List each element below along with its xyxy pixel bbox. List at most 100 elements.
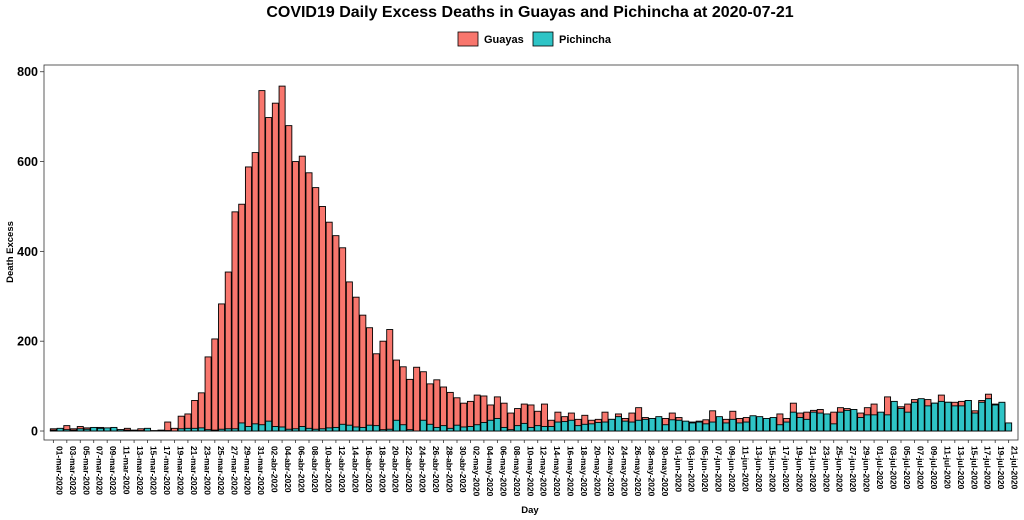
bar-pichincha <box>877 411 885 432</box>
bar-pichincha <box>614 416 622 432</box>
bar-guayas <box>130 429 138 432</box>
bar-guayas <box>271 102 279 432</box>
bar-pichincha <box>540 426 548 432</box>
x-tick-label: 19-mar-2020 <box>175 446 185 495</box>
bar-pichincha <box>547 426 555 432</box>
bar-pichincha <box>453 424 461 432</box>
bar-guayas <box>244 166 252 432</box>
bar-pichincha <box>345 424 353 432</box>
bar-guayas <box>312 187 320 432</box>
x-tick-label: 11-jul-2020 <box>942 446 952 489</box>
x-tick-label: 08-may-2020 <box>512 446 522 497</box>
bar-pichincha <box>527 426 535 432</box>
x-tick-label: 23-jun-2020 <box>821 446 831 492</box>
bar-pichincha <box>729 418 737 432</box>
bar-guayas <box>507 412 515 432</box>
bar-pichincha <box>574 425 582 432</box>
bar-guayas <box>197 392 205 432</box>
bar-pichincha <box>628 421 636 432</box>
bar-pichincha <box>890 400 898 432</box>
x-tick-label: 06-may-2020 <box>498 446 508 497</box>
x-tick-label: 12-may-2020 <box>539 446 549 497</box>
bar-pichincha <box>473 424 481 432</box>
y-tick-label: 200 <box>17 335 38 349</box>
bar-pichincha <box>440 425 448 432</box>
x-tick-label: 11-mar-2020 <box>122 446 132 495</box>
x-tick-label: 29-jun-2020 <box>862 446 872 492</box>
y-tick-label: 600 <box>17 155 38 169</box>
x-tick-label: 21-jun-2020 <box>808 446 818 492</box>
x-tick-label: 22-abr-2020 <box>404 446 414 493</box>
x-tick-label: 18-may-2020 <box>579 446 589 497</box>
bar-pichincha <box>662 424 670 432</box>
x-tick-label: 18-abr-2020 <box>377 446 387 493</box>
bar-pichincha <box>917 398 925 432</box>
bar-pichincha <box>359 426 367 432</box>
x-tick-label: 21-jul-2020 <box>1010 446 1020 490</box>
bar-pichincha <box>850 409 858 432</box>
x-tick-label: 25-jun-2020 <box>835 446 845 492</box>
bar-guayas <box>157 429 165 432</box>
bar-pichincha <box>843 409 851 432</box>
bar-pichincha <box>191 427 199 432</box>
bar-guayas <box>258 90 266 432</box>
x-tick-label: 15-jul-2020 <box>969 446 979 490</box>
bar-pichincha <box>514 425 522 432</box>
bar-pichincha <box>816 412 824 432</box>
bar-pichincha <box>810 411 818 432</box>
bar-guayas <box>278 85 286 432</box>
bar-pichincha <box>984 398 992 432</box>
bar-pichincha <box>783 421 791 432</box>
bar-pichincha <box>379 429 387 432</box>
bar-pichincha <box>722 422 730 432</box>
x-tick-label: 05-jun-2020 <box>700 446 710 492</box>
bar-pichincha <box>769 417 777 432</box>
bar-pichincha <box>177 428 185 432</box>
x-tick-label: 05-mar-2020 <box>81 446 91 495</box>
bar-pichincha <box>964 400 972 432</box>
x-tick-label: 03-jun-2020 <box>687 446 697 492</box>
bar-guayas <box>164 421 172 432</box>
x-axis: 01-mar-2020 03-mar-2020 05-mar-2020 07-mar-… <box>52 440 1020 497</box>
bar-pichincha <box>668 419 676 432</box>
x-tick-label: 30-abr-2020 <box>458 446 468 493</box>
bar-pichincha <box>318 428 326 432</box>
bar-pichincha <box>392 419 400 432</box>
x-tick-label: 16-abr-2020 <box>364 446 374 493</box>
x-tick-label: 01-jul-2020 <box>875 446 885 490</box>
bar-pichincha <box>265 420 273 432</box>
bar-pichincha <box>325 427 333 432</box>
bar-pichincha <box>184 427 192 432</box>
legend-key-guayas <box>457 31 479 47</box>
bar-pichincha <box>110 426 118 432</box>
x-tick-label: 13-jul-2020 <box>956 446 966 490</box>
bar-pichincha <box>305 427 313 432</box>
x-tick-label: 19-jun-2020 <box>794 446 804 492</box>
bar-pichincha <box>736 422 744 432</box>
bar-pichincha <box>1005 422 1013 432</box>
bar-pichincha <box>231 428 239 432</box>
x-tick-label: 09-mar-2020 <box>108 446 118 495</box>
bar-pichincha <box>332 426 340 432</box>
bar-pichincha <box>419 419 427 432</box>
bar-pichincha <box>204 429 212 432</box>
bar-pichincha <box>910 401 918 432</box>
bar-pichincha <box>830 423 838 432</box>
bar-pichincha <box>244 426 252 432</box>
x-tick-label: 14-abr-2020 <box>350 446 360 493</box>
bar-pichincha <box>487 419 495 432</box>
bar-pichincha <box>507 429 515 432</box>
y-axis: 0 200 400 600 800 <box>17 65 44 439</box>
bar-guayas <box>406 378 414 432</box>
bar-pichincha <box>884 414 892 432</box>
bar-pichincha <box>76 428 84 432</box>
bar-pichincha <box>944 401 952 432</box>
bar-pichincha <box>292 428 300 432</box>
bar-pichincha <box>803 418 811 432</box>
bar-pichincha <box>776 424 784 432</box>
bar-pichincha <box>951 405 959 432</box>
bar-pichincha <box>49 429 57 432</box>
x-axis-title: Day <box>521 505 539 516</box>
bar-pichincha <box>433 426 441 432</box>
bar-pichincha <box>366 424 374 432</box>
